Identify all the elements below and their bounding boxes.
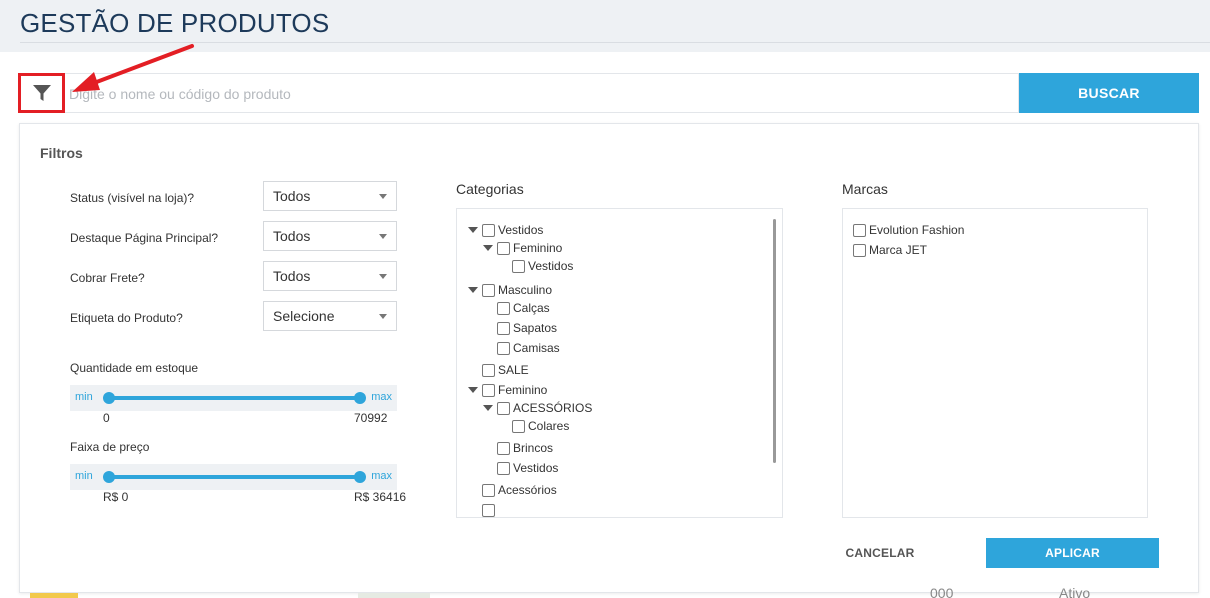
category-checkbox[interactable]	[482, 363, 495, 377]
tag-select-value: Selecione	[273, 308, 335, 324]
price-max-handle[interactable]	[354, 471, 366, 483]
categories-title: Categorias	[456, 181, 524, 197]
category-checkbox[interactable]	[482, 223, 495, 237]
caret-down-icon[interactable]	[468, 287, 478, 293]
status-select-value: Todos	[273, 188, 311, 204]
price-min-label: min	[75, 470, 93, 482]
category-item-partial[interactable]	[482, 502, 498, 517]
background-product-thumbnail	[30, 593, 78, 598]
category-checkbox[interactable]	[497, 341, 510, 355]
brands-title: Marcas	[842, 181, 888, 197]
page-title: GESTÃO DE PRODUTOS	[20, 8, 330, 38]
featured-label: Destaque Página Principal?	[70, 231, 219, 245]
category-item[interactable]: Feminino	[468, 382, 547, 398]
categories-tree: Vestidos Feminino Vestidos Masculino Cal…	[456, 208, 783, 518]
price-min-handle[interactable]	[103, 471, 115, 483]
category-item[interactable]: Vestidos	[497, 460, 558, 476]
category-checkbox[interactable]	[497, 241, 510, 255]
shipping-label: Cobrar Frete?	[70, 271, 145, 285]
status-select[interactable]: Todos	[263, 181, 397, 211]
background-status-value: Ativo	[1059, 588, 1091, 598]
page-header: GESTÃO DE PRODUTOS	[0, 0, 1210, 52]
category-checkbox[interactable]	[512, 259, 525, 273]
caret-down-icon[interactable]	[483, 245, 493, 251]
shipping-select[interactable]: Todos	[263, 261, 397, 291]
category-item[interactable]: Brincos	[497, 440, 553, 456]
category-item[interactable]: Acessórios	[482, 482, 557, 498]
category-item[interactable]: Vestidos	[512, 258, 573, 274]
chevron-down-icon	[379, 194, 387, 199]
category-item[interactable]: Camisas	[497, 340, 560, 356]
category-item[interactable]: ACESSÓRIOS	[483, 400, 592, 416]
caret-down-icon[interactable]	[483, 405, 493, 411]
stock-max-handle[interactable]	[354, 392, 366, 404]
category-checkbox[interactable]	[497, 441, 510, 455]
category-checkbox[interactable]	[497, 321, 510, 335]
brand-checkbox[interactable]	[853, 223, 866, 237]
caret-down-icon[interactable]	[468, 387, 478, 393]
chevron-down-icon	[379, 274, 387, 279]
category-item[interactable]: Calças	[497, 300, 550, 316]
featured-select[interactable]: Todos	[263, 221, 397, 251]
background-badge	[358, 593, 430, 598]
status-label: Status (visível na loja)?	[70, 191, 195, 205]
category-checkbox[interactable]	[482, 383, 495, 397]
category-item[interactable]: Colares	[512, 418, 569, 434]
price-range-label: Faixa de preço	[70, 440, 150, 454]
search-input[interactable]	[69, 80, 1009, 108]
search-button[interactable]: BUSCAR	[1019, 73, 1199, 113]
shipping-select-value: Todos	[273, 268, 311, 284]
category-checkbox[interactable]	[482, 483, 495, 497]
category-item[interactable]: Sapatos	[497, 320, 557, 336]
category-item[interactable]: Masculino	[468, 282, 552, 298]
stock-min-value: 0	[103, 411, 110, 425]
price-range-track	[108, 475, 360, 479]
filters-panel: Filtros Status (visível na loja)? Todos …	[19, 123, 1199, 593]
background-stock-value: 000	[930, 588, 954, 598]
stock-max-label: max	[371, 391, 392, 403]
brands-list: Evolution Fashion Marca JET	[842, 208, 1148, 518]
category-checkbox[interactable]	[512, 419, 525, 433]
stock-max-value: 70992	[354, 411, 388, 425]
filter-toggle-button[interactable]	[18, 73, 65, 113]
header-divider	[20, 42, 1210, 43]
price-range-slider: min max	[70, 464, 397, 490]
stock-range-track	[108, 396, 360, 400]
apply-button[interactable]: APLICAR	[986, 538, 1159, 568]
stock-range-slider: min max	[70, 385, 397, 411]
category-checkbox[interactable]	[497, 401, 510, 415]
category-item[interactable]: Vestidos	[468, 222, 543, 238]
categories-scrollbar[interactable]	[773, 219, 776, 463]
funnel-icon	[32, 85, 51, 101]
category-checkbox[interactable]	[497, 301, 510, 315]
price-min-value: R$ 0	[103, 490, 129, 504]
category-item[interactable]: SALE	[482, 362, 529, 378]
category-checkbox[interactable]	[482, 283, 495, 297]
tag-label: Etiqueta do Produto?	[70, 311, 183, 325]
brand-item[interactable]: Marca JET	[853, 242, 927, 258]
caret-down-icon[interactable]	[468, 227, 478, 233]
category-item[interactable]: Feminino	[483, 240, 562, 256]
stock-range-label: Quantidade em estoque	[70, 361, 199, 375]
price-max-value: R$ 36416	[354, 490, 407, 504]
chevron-down-icon	[379, 234, 387, 239]
cancel-button[interactable]: CANCELAR	[828, 538, 932, 568]
chevron-down-icon	[379, 314, 387, 319]
category-checkbox[interactable]	[482, 503, 495, 517]
featured-select-value: Todos	[273, 228, 311, 244]
stock-min-label: min	[75, 391, 93, 403]
brand-item[interactable]: Evolution Fashion	[853, 222, 964, 238]
brand-checkbox[interactable]	[853, 243, 866, 257]
filters-title: Filtros	[40, 145, 83, 161]
stock-min-handle[interactable]	[103, 392, 115, 404]
category-checkbox[interactable]	[497, 461, 510, 475]
search-bar	[18, 73, 1019, 113]
price-max-label: max	[371, 470, 392, 482]
tag-select[interactable]: Selecione	[263, 301, 397, 331]
